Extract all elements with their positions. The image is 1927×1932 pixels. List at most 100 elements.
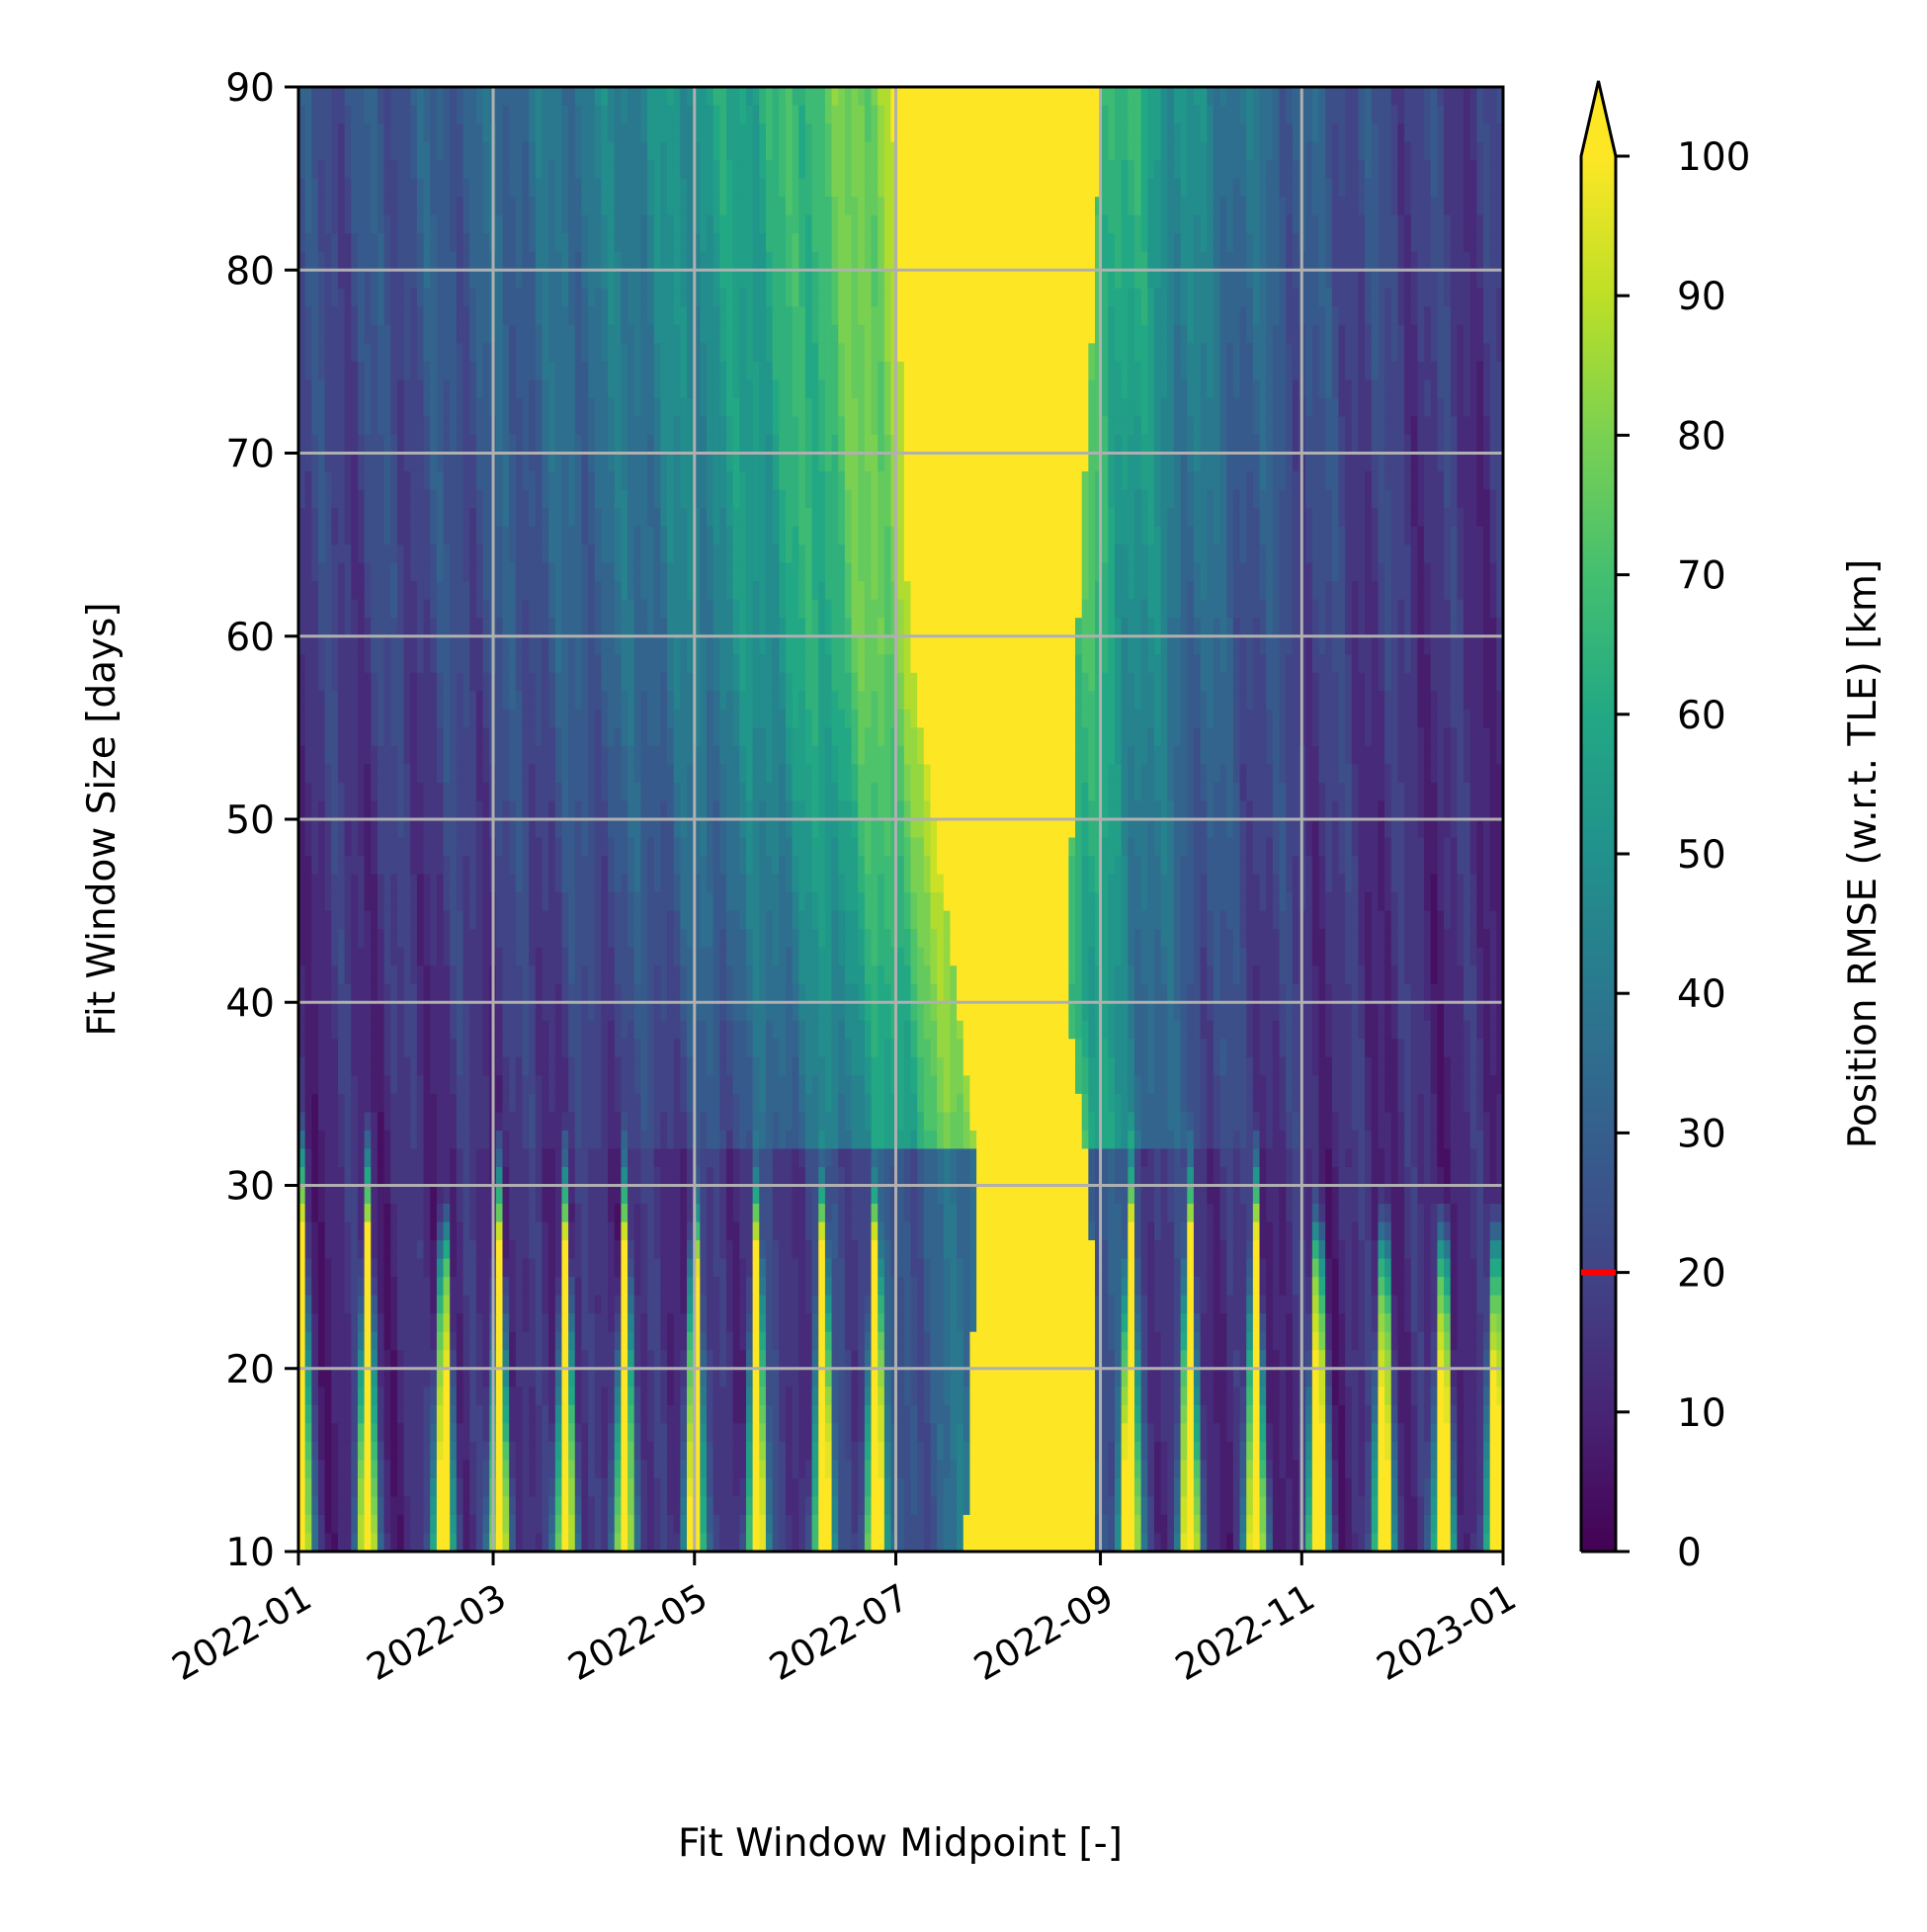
heatmap-cell — [759, 398, 766, 417]
heatmap-cell — [944, 471, 951, 490]
heatmap-cell — [1260, 454, 1267, 472]
heatmap-cell — [1115, 233, 1122, 252]
heatmap-cell — [1260, 306, 1267, 325]
heatmap-cell — [798, 435, 805, 454]
heatmap-cell — [1260, 215, 1267, 234]
heatmap-cell — [575, 508, 582, 527]
heatmap-cell — [1384, 362, 1391, 380]
heatmap-cell — [1476, 454, 1483, 472]
heatmap-cell — [1122, 179, 1129, 198]
heatmap-cell — [1358, 160, 1365, 179]
heatmap-cell — [1253, 215, 1260, 234]
heatmap-cell — [1082, 233, 1089, 252]
heatmap-cell — [1048, 454, 1055, 472]
heatmap-cell — [529, 343, 536, 362]
heatmap-cell — [1233, 124, 1240, 142]
heatmap-cell — [647, 325, 654, 344]
heatmap-cell — [858, 197, 865, 215]
heatmap-cell — [950, 179, 957, 198]
heatmap-cell — [660, 343, 667, 362]
heatmap-cell — [1365, 471, 1372, 490]
heatmap-cell — [1318, 160, 1325, 179]
heatmap-cell — [377, 398, 384, 417]
heatmap-cell — [779, 270, 786, 289]
heatmap-cell — [588, 160, 595, 179]
heatmap-cell — [1187, 362, 1194, 380]
heatmap-cell — [483, 379, 490, 398]
heatmap-cell — [516, 142, 523, 161]
heatmap-cell — [825, 435, 832, 454]
heatmap-cell — [858, 325, 865, 344]
heatmap-cell — [397, 490, 404, 509]
heatmap-cell — [608, 454, 615, 472]
heatmap-cell — [950, 471, 957, 490]
heatmap-cell — [469, 490, 476, 509]
heatmap-cell — [1358, 179, 1365, 198]
heatmap-cell — [1378, 398, 1384, 417]
heatmap-cell — [1167, 306, 1174, 325]
heatmap-cell — [910, 563, 917, 582]
heatmap-cell — [884, 435, 891, 454]
heatmap-cell — [338, 508, 345, 527]
heatmap-cell — [865, 508, 872, 527]
heatmap-cell — [1207, 142, 1214, 161]
heatmap-cell — [1253, 289, 1260, 307]
heatmap-cell — [687, 289, 694, 307]
heatmap-cell — [1464, 197, 1470, 215]
heatmap-cell — [910, 362, 917, 380]
heatmap-cell — [858, 490, 865, 509]
heatmap-cell — [766, 527, 773, 546]
heatmap-cell — [1240, 379, 1247, 398]
heatmap-cell — [1483, 416, 1490, 435]
heatmap-cell — [1352, 343, 1359, 362]
heatmap-cell — [1305, 545, 1312, 563]
heatmap-cell — [719, 471, 726, 490]
heatmap-cell — [726, 490, 733, 509]
heatmap-cell — [621, 581, 628, 600]
heatmap-cell — [608, 306, 615, 325]
heatmap-cell — [872, 471, 879, 490]
heatmap-cell — [852, 289, 859, 307]
heatmap-cell — [1055, 160, 1062, 179]
heatmap-cell — [726, 270, 733, 289]
heatmap-cell — [832, 563, 839, 582]
heatmap-cell — [424, 215, 431, 234]
heatmap-cell — [1411, 471, 1418, 490]
heatmap-cell — [1214, 398, 1220, 417]
heatmap-cell — [989, 160, 996, 179]
heatmap-cell — [516, 362, 523, 380]
heatmap-cell — [1260, 233, 1267, 252]
heatmap-cell — [865, 87, 872, 106]
heatmap-cell — [1424, 233, 1431, 252]
heatmap-cell — [1260, 179, 1267, 198]
heatmap-cell — [1345, 142, 1352, 161]
heatmap-cell — [555, 179, 562, 198]
heatmap-cell — [1048, 289, 1055, 307]
heatmap-cell — [1451, 508, 1458, 527]
heatmap-cell — [318, 527, 325, 546]
heatmap-cell — [773, 416, 780, 435]
heatmap-cell — [1464, 325, 1470, 344]
heatmap-cell — [1201, 362, 1208, 380]
heatmap-cell — [812, 343, 819, 362]
heatmap-cell — [1154, 435, 1161, 454]
heatmap-cell — [924, 142, 931, 161]
heatmap-cell — [1055, 398, 1062, 417]
heatmap-cell — [318, 179, 325, 198]
heatmap-cell — [588, 197, 595, 215]
heatmap-cell — [509, 215, 516, 234]
heatmap-cell — [424, 252, 431, 271]
heatmap-cell — [476, 435, 483, 454]
heatmap-cell — [390, 325, 397, 344]
heatmap-cell — [812, 270, 819, 289]
heatmap-cell — [1293, 160, 1299, 179]
heatmap-cell — [430, 142, 437, 161]
heatmap-cell — [1108, 142, 1115, 161]
heatmap-cell — [1214, 289, 1220, 307]
heatmap-cell — [667, 471, 674, 490]
heatmap-cell — [384, 142, 391, 161]
heatmap-cell — [838, 471, 845, 490]
heatmap-cell — [1312, 416, 1319, 435]
heatmap-cell — [331, 527, 338, 546]
heatmap-cell — [1201, 471, 1208, 490]
